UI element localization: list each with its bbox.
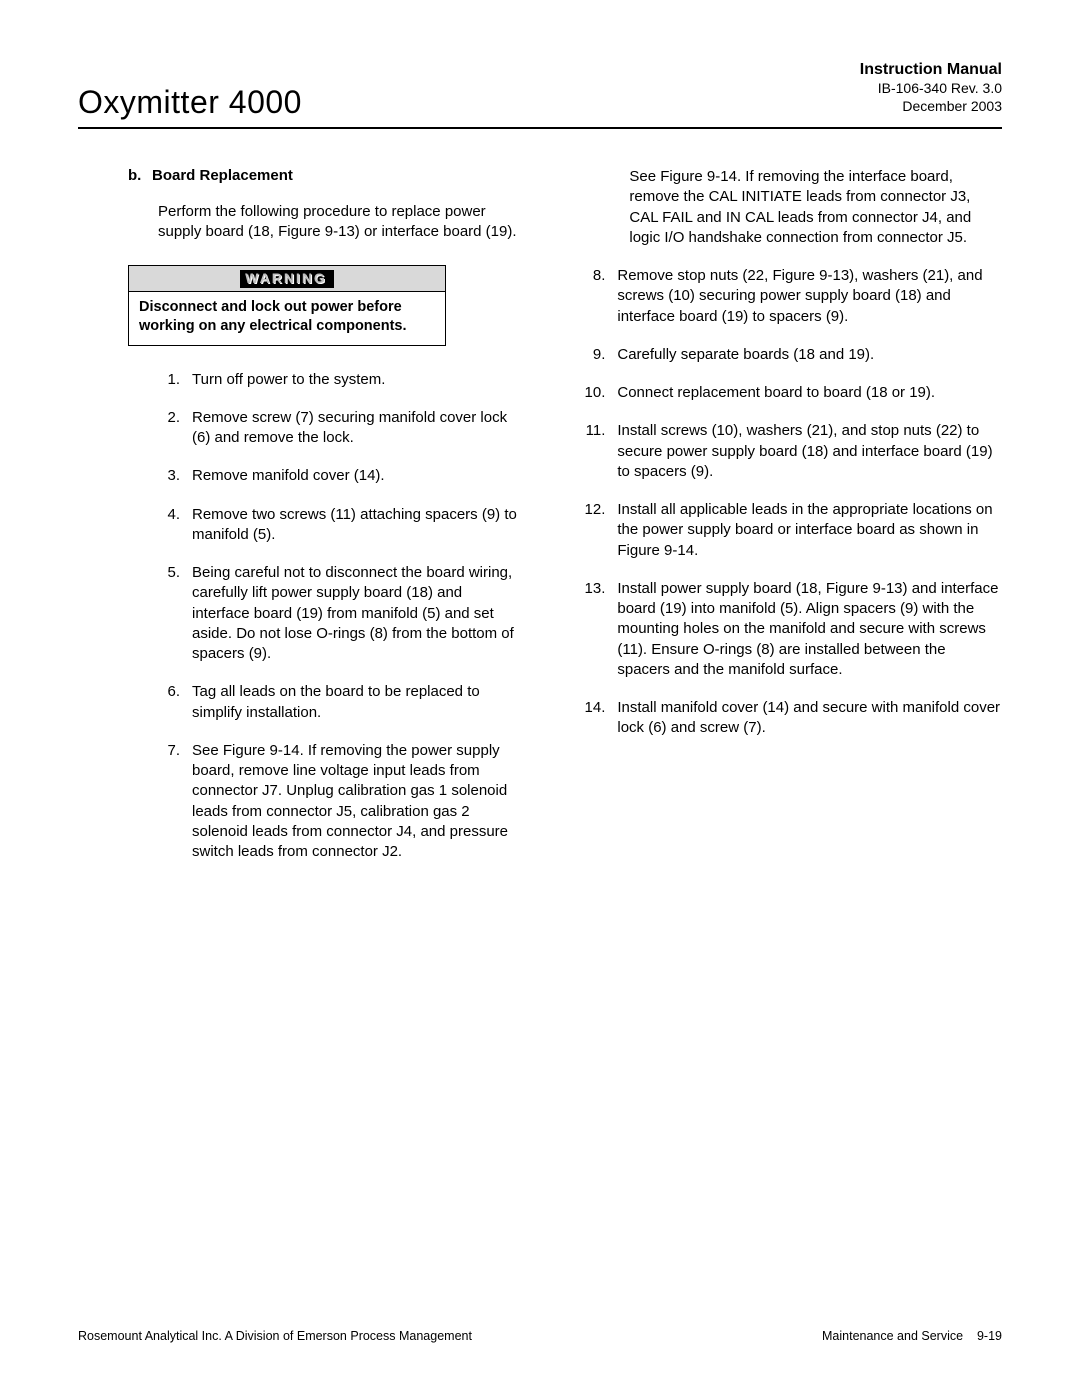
right-column: See Figure 9-14. If removing the interfa…	[565, 167, 1002, 880]
step-number: 14.	[565, 698, 617, 739]
doc-number: IB-106-340 Rev. 3.0	[860, 80, 1002, 98]
header-right-block: Instruction Manual IB-106-340 Rev. 3.0 D…	[860, 60, 1002, 115]
step-text: Tag all leads on the board to be replace…	[192, 682, 517, 723]
step-text: Install all applicable leads in the appr…	[617, 500, 1002, 561]
step-item: 7.See Figure 9-14. If removing the power…	[158, 741, 517, 863]
step-item: 14.Install manifold cover (14) and secur…	[565, 698, 1002, 739]
step-item: 10.Connect replacement board to board (1…	[565, 383, 1002, 403]
step-item: 5.Being careful not to disconnect the bo…	[158, 563, 517, 664]
section-intro: Perform the following procedure to repla…	[158, 202, 517, 243]
step-text: Install power supply board (18, Figure 9…	[617, 579, 1002, 680]
step-number: 8.	[565, 266, 617, 327]
left-column: b.Board Replacement Perform the followin…	[78, 167, 517, 880]
page-header: Instruction Manual IB-106-340 Rev. 3.0 D…	[78, 60, 1002, 121]
step-text: Remove screw (7) securing manifold cover…	[192, 408, 517, 449]
step-item: 2.Remove screw (7) securing manifold cov…	[158, 408, 517, 449]
step-text: Remove manifold cover (14).	[192, 466, 517, 486]
step-text: Remove stop nuts (22, Figure 9-13), wash…	[617, 266, 1002, 327]
step-text: Remove two screws (11) attaching spacers…	[192, 505, 517, 546]
warning-box: WARNING Disconnect and lock out power be…	[128, 265, 446, 346]
step-number: 3.	[158, 466, 192, 486]
section-heading: b.Board Replacement	[128, 167, 517, 184]
step-item: 11.Install screws (10), washers (21), an…	[565, 421, 1002, 482]
doc-date: December 2003	[860, 98, 1002, 116]
step-number: 11.	[565, 421, 617, 482]
steps-list-left: 1.Turn off power to the system.2.Remove …	[158, 370, 517, 863]
step-continuation: See Figure 9-14. If removing the interfa…	[629, 167, 1002, 248]
warning-body: Disconnect and lock out power before wor…	[129, 292, 445, 345]
section-title: Board Replacement	[152, 167, 293, 184]
step-number: 6.	[158, 682, 192, 723]
step-item: 3.Remove manifold cover (14).	[158, 466, 517, 486]
section-letter: b.	[128, 167, 152, 184]
footer-right: Maintenance and Service 9-19	[822, 1329, 1002, 1343]
step-item: 4.Remove two screws (11) attaching space…	[158, 505, 517, 546]
step-text: Connect replacement board to board (18 o…	[617, 383, 1002, 403]
footer-left: Rosemount Analytical Inc. A Division of …	[78, 1329, 472, 1343]
step-text: Install screws (10), washers (21), and s…	[617, 421, 1002, 482]
footer-section-label: Maintenance and Service	[822, 1329, 963, 1343]
step-text: Install manifold cover (14) and secure w…	[617, 698, 1002, 739]
step-item: 1.Turn off power to the system.	[158, 370, 517, 390]
steps-list-right: 8.Remove stop nuts (22, Figure 9-13), wa…	[565, 266, 1002, 739]
step-number: 1.	[158, 370, 192, 390]
manual-title: Instruction Manual	[860, 60, 1002, 80]
warning-label: WARNING	[240, 270, 334, 288]
step-number: 5.	[158, 563, 192, 664]
step-text: Carefully separate boards (18 and 19).	[617, 345, 1002, 365]
step-text: See Figure 9-14. If removing the power s…	[192, 741, 517, 863]
step-item: 12.Install all applicable leads in the a…	[565, 500, 1002, 561]
step-number: 9.	[565, 345, 617, 365]
step-item: 8.Remove stop nuts (22, Figure 9-13), wa…	[565, 266, 1002, 327]
step-number: 4.	[158, 505, 192, 546]
warning-label-row: WARNING	[129, 266, 445, 292]
footer-page-number: 9-19	[977, 1329, 1002, 1343]
step-number: 12.	[565, 500, 617, 561]
step-item: 6.Tag all leads on the board to be repla…	[158, 682, 517, 723]
step-number: 2.	[158, 408, 192, 449]
step-text: Turn off power to the system.	[192, 370, 517, 390]
step-number: 10.	[565, 383, 617, 403]
header-rule	[78, 127, 1002, 129]
step-number: 13.	[565, 579, 617, 680]
page-footer: Rosemount Analytical Inc. A Division of …	[78, 1329, 1002, 1343]
step-number: 7.	[158, 741, 192, 863]
step-item: 9.Carefully separate boards (18 and 19).	[565, 345, 1002, 365]
step-text: Being careful not to disconnect the boar…	[192, 563, 517, 664]
content-columns: b.Board Replacement Perform the followin…	[78, 167, 1002, 880]
step-item: 13.Install power supply board (18, Figur…	[565, 579, 1002, 680]
